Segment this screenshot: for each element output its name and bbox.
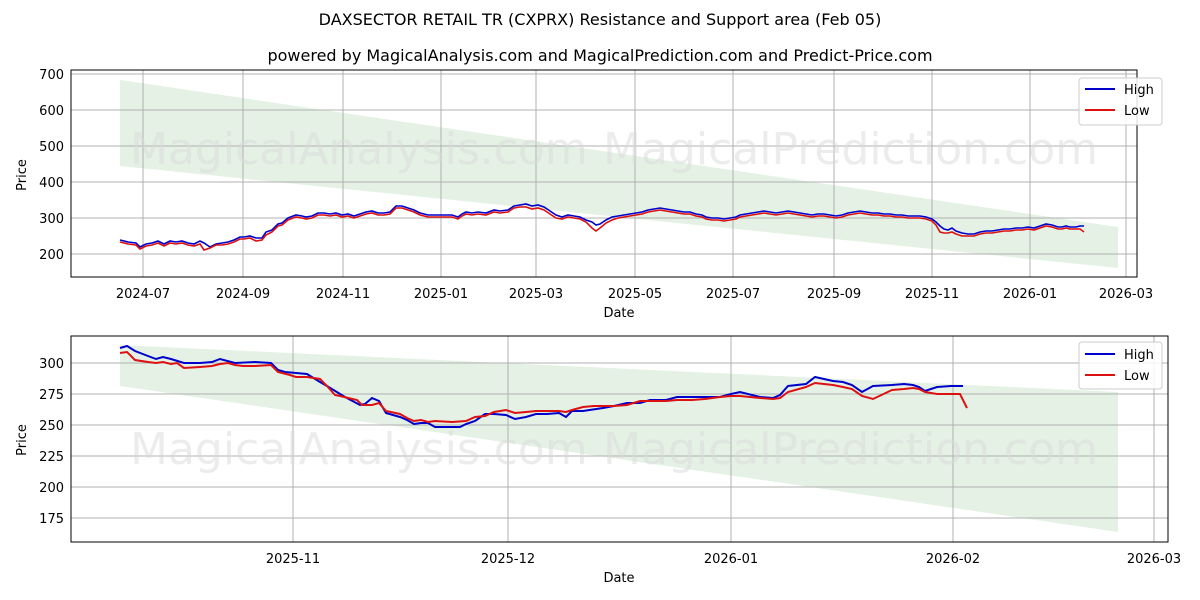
top-chart: MagicalAnalysis.com MagicalPrediction.co… bbox=[15, 68, 1163, 321]
svg-text:2025-11: 2025-11 bbox=[905, 287, 959, 302]
svg-text:400: 400 bbox=[39, 176, 64, 191]
svg-text:2024-09: 2024-09 bbox=[216, 287, 270, 302]
bottom-x-ticks: 2025-11 2025-12 2026-01 2026-02 2026-03 bbox=[266, 552, 1181, 567]
chart-subtitle: powered by MagicalAnalysis.com and Magic… bbox=[267, 46, 933, 65]
bottom-x-axis-label: Date bbox=[603, 571, 634, 586]
svg-text:250: 250 bbox=[39, 419, 64, 434]
svg-text:2026-03: 2026-03 bbox=[1127, 552, 1181, 567]
top-y-axis-label: Price bbox=[15, 159, 30, 191]
bottom-chart: MagicalAnalysis.com MagicalPrediction.co… bbox=[15, 335, 1181, 586]
top-x-axis-label: Date bbox=[603, 306, 634, 321]
svg-text:2024-11: 2024-11 bbox=[316, 287, 370, 302]
svg-text:500: 500 bbox=[39, 140, 64, 155]
legend-high-label-bottom: High bbox=[1124, 348, 1154, 363]
legend-low-label-bottom: Low bbox=[1124, 369, 1150, 384]
watermark-right: MagicalPrediction.com bbox=[603, 124, 1098, 175]
bottom-grid bbox=[71, 336, 1168, 542]
watermark-left-bottom: MagicalAnalysis.com bbox=[130, 424, 588, 475]
svg-text:700: 700 bbox=[39, 68, 64, 83]
bottom-y-ticks: 300 275 250 225 200 175 bbox=[39, 357, 64, 527]
legend-high-label: High bbox=[1124, 83, 1154, 98]
svg-text:300: 300 bbox=[39, 357, 64, 372]
svg-text:175: 175 bbox=[39, 512, 64, 527]
top-axes-frame bbox=[70, 69, 1138, 278]
svg-text:2026-03: 2026-03 bbox=[1099, 287, 1153, 302]
svg-text:275: 275 bbox=[39, 388, 64, 403]
svg-text:2025-07: 2025-07 bbox=[706, 287, 760, 302]
svg-text:2025-01: 2025-01 bbox=[414, 287, 468, 302]
top-low-line bbox=[119, 206, 1085, 251]
svg-text:2024-07: 2024-07 bbox=[116, 287, 170, 302]
top-high-line bbox=[119, 203, 1084, 248]
chart-title: DAXSECTOR RETAIL TR (CXPRX) Resistance a… bbox=[318, 10, 882, 29]
svg-text:200: 200 bbox=[39, 481, 64, 496]
watermark-right-bottom: MagicalPrediction.com bbox=[603, 424, 1098, 475]
watermark-left: MagicalAnalysis.com bbox=[130, 124, 588, 175]
top-resistance-support-band bbox=[120, 80, 1118, 268]
svg-text:2026-02: 2026-02 bbox=[926, 552, 980, 567]
svg-text:2025-12: 2025-12 bbox=[481, 552, 535, 567]
svg-text:2026-01: 2026-01 bbox=[1003, 287, 1057, 302]
svg-text:2025-05: 2025-05 bbox=[608, 287, 662, 302]
legend-low-label: Low bbox=[1124, 104, 1150, 119]
svg-text:300: 300 bbox=[39, 212, 64, 227]
bottom-y-axis-label: Price bbox=[15, 424, 30, 456]
top-x-ticks: 2024-07 2024-09 2024-11 2025-01 2025-03 … bbox=[116, 287, 1153, 302]
svg-text:600: 600 bbox=[39, 104, 64, 119]
svg-text:200: 200 bbox=[39, 248, 64, 263]
svg-text:2025-09: 2025-09 bbox=[807, 287, 861, 302]
bottom-resistance-support-band bbox=[120, 345, 1118, 532]
svg-text:225: 225 bbox=[39, 450, 64, 465]
top-grid bbox=[71, 70, 1137, 277]
svg-text:2026-01: 2026-01 bbox=[704, 552, 758, 567]
bottom-legend: High Low bbox=[1078, 341, 1163, 390]
svg-text:2025-11: 2025-11 bbox=[266, 552, 320, 567]
bottom-axes-frame bbox=[70, 335, 1169, 543]
bottom-high-line bbox=[119, 344, 963, 428]
bottom-low-line bbox=[119, 350, 968, 424]
top-legend: High Low bbox=[1078, 77, 1163, 126]
svg-text:2025-03: 2025-03 bbox=[509, 287, 563, 302]
top-y-ticks: 700 600 500 400 300 200 bbox=[39, 68, 64, 263]
